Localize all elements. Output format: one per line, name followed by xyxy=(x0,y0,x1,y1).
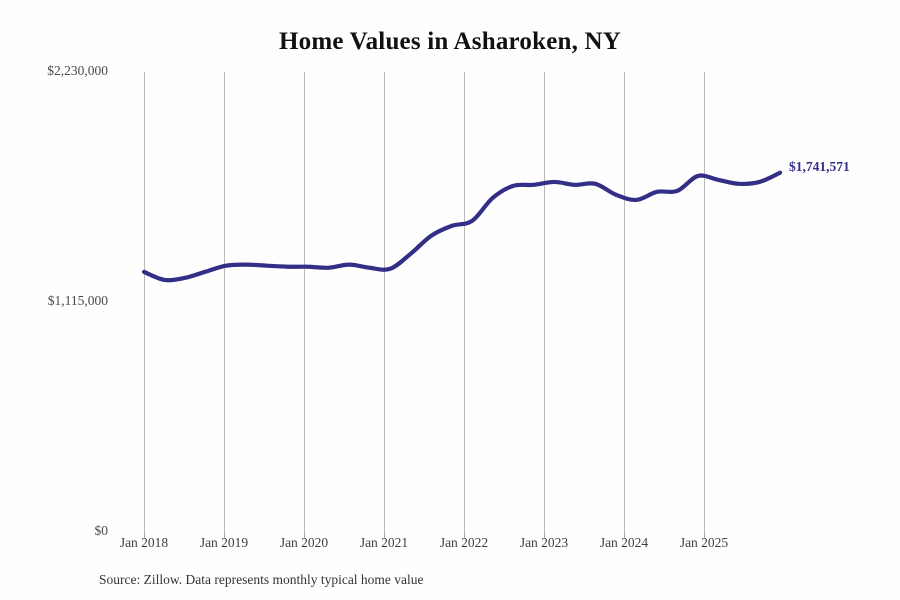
y-axis-tick-label-zero: $0 xyxy=(94,523,109,538)
x-axis-tick-label-jan-2018: Jan 2018 xyxy=(119,535,169,550)
source-note: Source: Zillow. Data represents monthly … xyxy=(99,572,424,587)
x-axis-tick-label-jan-2020: Jan 2020 xyxy=(279,535,329,550)
x-axis-tick-label-jan-2021: Jan 2021 xyxy=(359,535,409,550)
x-axis-tick-label-jan-2022: Jan 2022 xyxy=(439,535,489,550)
y-axis-tick-label-mid: $1,115,000 xyxy=(47,293,108,308)
home-value-series-line xyxy=(141,170,783,283)
end-value-annotation: $1,741,571 xyxy=(789,159,850,174)
y-axis-tick-label-max: $2,230,000 xyxy=(47,63,108,78)
x-axis-tickmarks-group xyxy=(144,532,705,538)
x-axis-tick-label-jan-2019: Jan 2019 xyxy=(199,535,249,550)
x-axis-tick-label-jan-2025: Jan 2025 xyxy=(679,535,729,550)
gridlines-group xyxy=(144,72,705,532)
chart-title: Home Values in Asharoken, NY xyxy=(278,28,621,55)
x-axis-tick-label-jan-2023: Jan 2023 xyxy=(519,535,569,550)
x-axis-tick-label-jan-2024: Jan 2024 xyxy=(599,535,649,550)
